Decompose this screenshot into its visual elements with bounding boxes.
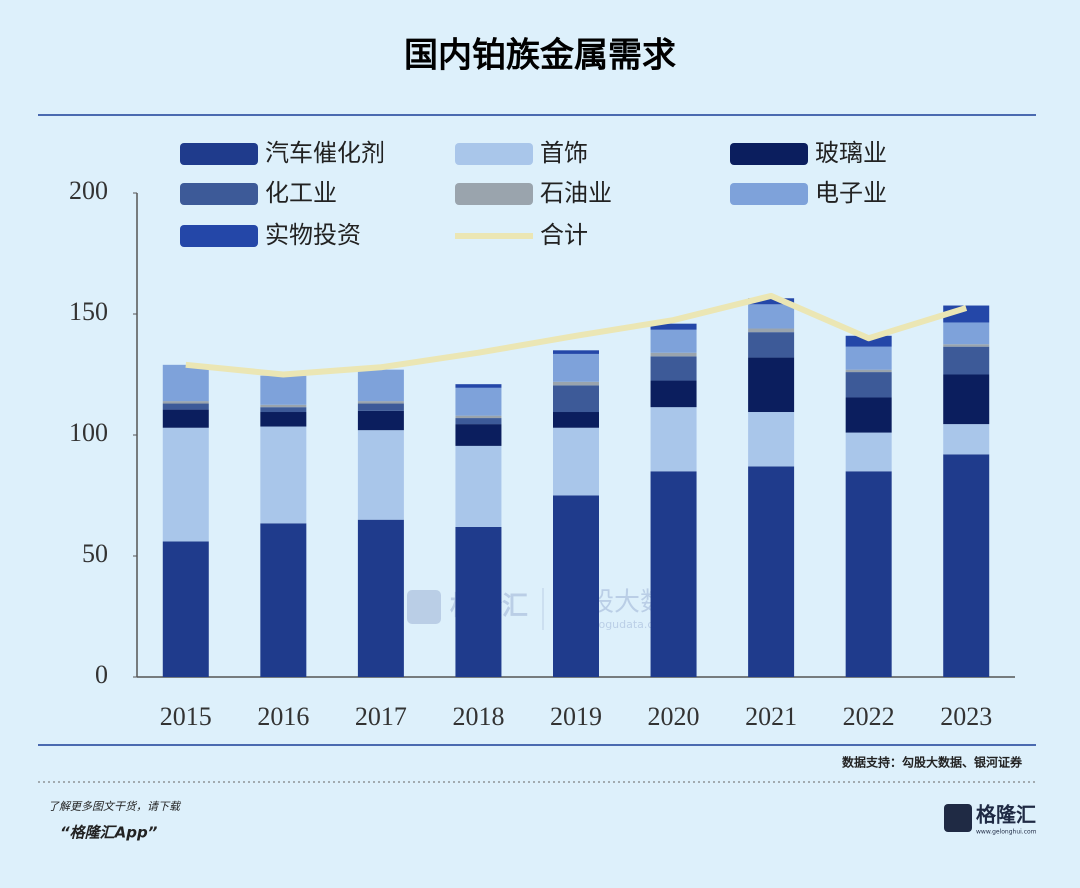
bar bbox=[455, 384, 502, 388]
bar bbox=[748, 304, 795, 329]
logo-url: www.gelonghui.com bbox=[976, 829, 1037, 836]
bar bbox=[162, 427, 209, 542]
legend-swatch bbox=[180, 183, 258, 205]
bar bbox=[455, 526, 502, 677]
legend-label: 合计 bbox=[540, 221, 588, 249]
bar bbox=[845, 335, 892, 347]
bar bbox=[260, 375, 307, 405]
legend-label: 化工业 bbox=[265, 179, 337, 207]
legend-swatch bbox=[455, 183, 533, 205]
x-tick-label: 2020 bbox=[648, 702, 700, 731]
bar bbox=[162, 364, 209, 402]
bar bbox=[357, 403, 404, 411]
legend-swatch bbox=[730, 143, 808, 165]
bar bbox=[845, 471, 892, 677]
x-tick-label: 2021 bbox=[745, 702, 797, 731]
chart-title: 国内铂族金属需求 bbox=[404, 36, 676, 76]
source: 数据支持：勾股大数据、银河证券 bbox=[842, 755, 1023, 770]
bar bbox=[943, 454, 990, 677]
bar bbox=[650, 352, 697, 357]
legend-label: 汽车催化剂 bbox=[265, 139, 385, 167]
legend-label: 首饰 bbox=[540, 139, 588, 167]
legend-swatch bbox=[180, 143, 258, 165]
bar bbox=[553, 427, 599, 496]
bar bbox=[943, 374, 990, 425]
bar bbox=[650, 407, 697, 472]
x-tick-label: 2019 bbox=[550, 702, 602, 731]
bar bbox=[260, 523, 307, 677]
bar bbox=[357, 519, 404, 677]
y-tick-label: 50 bbox=[82, 539, 108, 568]
logo-name: 格隆汇 bbox=[976, 803, 1036, 827]
bar bbox=[553, 412, 599, 428]
bar bbox=[845, 346, 892, 370]
x-tick-label: 2023 bbox=[940, 702, 992, 731]
bar bbox=[260, 412, 307, 427]
bar bbox=[260, 404, 307, 408]
legend-swatch bbox=[730, 183, 808, 205]
x-tick-label: 2015 bbox=[160, 702, 212, 731]
footer-line: 了解更多图文干货，请下载 bbox=[48, 800, 182, 813]
bar bbox=[357, 410, 404, 431]
legend-label: 实物投资 bbox=[265, 221, 361, 249]
bar bbox=[357, 369, 404, 402]
bar bbox=[748, 328, 795, 333]
bar bbox=[943, 322, 990, 345]
bar bbox=[455, 415, 502, 419]
footer-app: “格隆汇App” bbox=[60, 824, 158, 842]
legend-swatch bbox=[455, 143, 533, 165]
bar bbox=[650, 471, 697, 677]
bar bbox=[455, 445, 502, 527]
bar bbox=[650, 329, 697, 353]
x-tick-label: 2016 bbox=[257, 702, 309, 731]
bar bbox=[260, 426, 307, 524]
legend-label: 石油业 bbox=[540, 179, 612, 207]
bar bbox=[455, 424, 502, 446]
bar bbox=[455, 387, 502, 416]
x-tick-label: 2017 bbox=[355, 702, 407, 731]
legend-swatch bbox=[180, 225, 258, 247]
bar bbox=[845, 369, 892, 373]
bar bbox=[162, 403, 209, 410]
bar bbox=[748, 332, 795, 358]
bar bbox=[553, 353, 599, 382]
bar bbox=[650, 323, 697, 330]
bar bbox=[162, 401, 209, 404]
bar bbox=[162, 409, 209, 428]
bar bbox=[553, 385, 599, 413]
bar bbox=[943, 346, 990, 375]
y-tick-label: 150 bbox=[69, 297, 108, 326]
bar bbox=[260, 407, 307, 413]
y-tick-label: 200 bbox=[69, 176, 108, 205]
bar bbox=[748, 298, 795, 305]
bar bbox=[650, 380, 697, 408]
x-tick-label: 2018 bbox=[452, 702, 504, 731]
y-tick-label: 100 bbox=[69, 418, 108, 447]
bar bbox=[553, 495, 599, 677]
bar bbox=[845, 432, 892, 472]
watermark-icon bbox=[407, 590, 441, 624]
bar bbox=[845, 372, 892, 398]
bar bbox=[553, 350, 599, 354]
bar bbox=[748, 466, 795, 677]
x-tick-label: 2022 bbox=[843, 702, 895, 731]
bar bbox=[162, 541, 209, 677]
bar bbox=[455, 418, 502, 425]
legend-label: 电子业 bbox=[815, 179, 887, 207]
legend-label: 玻璃业 bbox=[815, 139, 887, 167]
bar bbox=[553, 381, 599, 386]
bar bbox=[650, 356, 697, 381]
bar bbox=[845, 397, 892, 433]
total-line bbox=[185, 292, 968, 378]
bar bbox=[357, 430, 404, 520]
bar bbox=[748, 357, 795, 413]
bar bbox=[943, 344, 990, 347]
y-tick-label: 0 bbox=[95, 660, 108, 689]
bar bbox=[748, 412, 795, 467]
bar bbox=[943, 424, 990, 455]
logo-icon bbox=[944, 804, 972, 832]
bar bbox=[357, 401, 404, 404]
